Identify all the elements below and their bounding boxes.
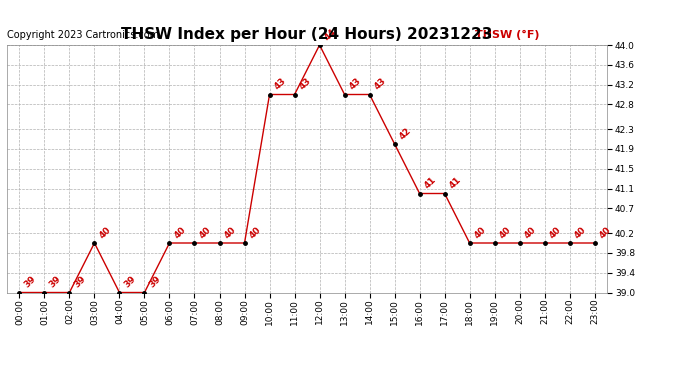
- Text: 40: 40: [172, 225, 188, 240]
- Text: 40: 40: [598, 225, 613, 240]
- Text: THSW (°F): THSW (°F): [475, 30, 540, 40]
- Text: 43: 43: [273, 76, 288, 92]
- Text: 39: 39: [147, 274, 163, 290]
- Text: Copyright 2023 Cartronics.com: Copyright 2023 Cartronics.com: [7, 30, 159, 40]
- Text: 44: 44: [322, 27, 337, 42]
- Text: 40: 40: [473, 225, 488, 240]
- Text: 40: 40: [247, 225, 262, 240]
- Text: 39: 39: [47, 274, 63, 290]
- Text: 42: 42: [397, 126, 413, 141]
- Text: 40: 40: [97, 225, 112, 240]
- Text: 40: 40: [522, 225, 538, 240]
- Text: 39: 39: [122, 274, 137, 290]
- Text: 40: 40: [197, 225, 213, 240]
- Text: 43: 43: [297, 76, 313, 92]
- Text: 41: 41: [422, 176, 437, 191]
- Text: 39: 39: [22, 274, 37, 290]
- Text: 40: 40: [497, 225, 513, 240]
- Text: 43: 43: [373, 76, 388, 92]
- Text: 41: 41: [447, 176, 463, 191]
- Title: THSW Index per Hour (24 Hours) 20231223: THSW Index per Hour (24 Hours) 20231223: [121, 27, 493, 42]
- Text: 40: 40: [573, 225, 588, 240]
- Text: 39: 39: [72, 274, 88, 290]
- Text: 40: 40: [222, 225, 237, 240]
- Text: 43: 43: [347, 76, 363, 92]
- Text: 40: 40: [547, 225, 562, 240]
